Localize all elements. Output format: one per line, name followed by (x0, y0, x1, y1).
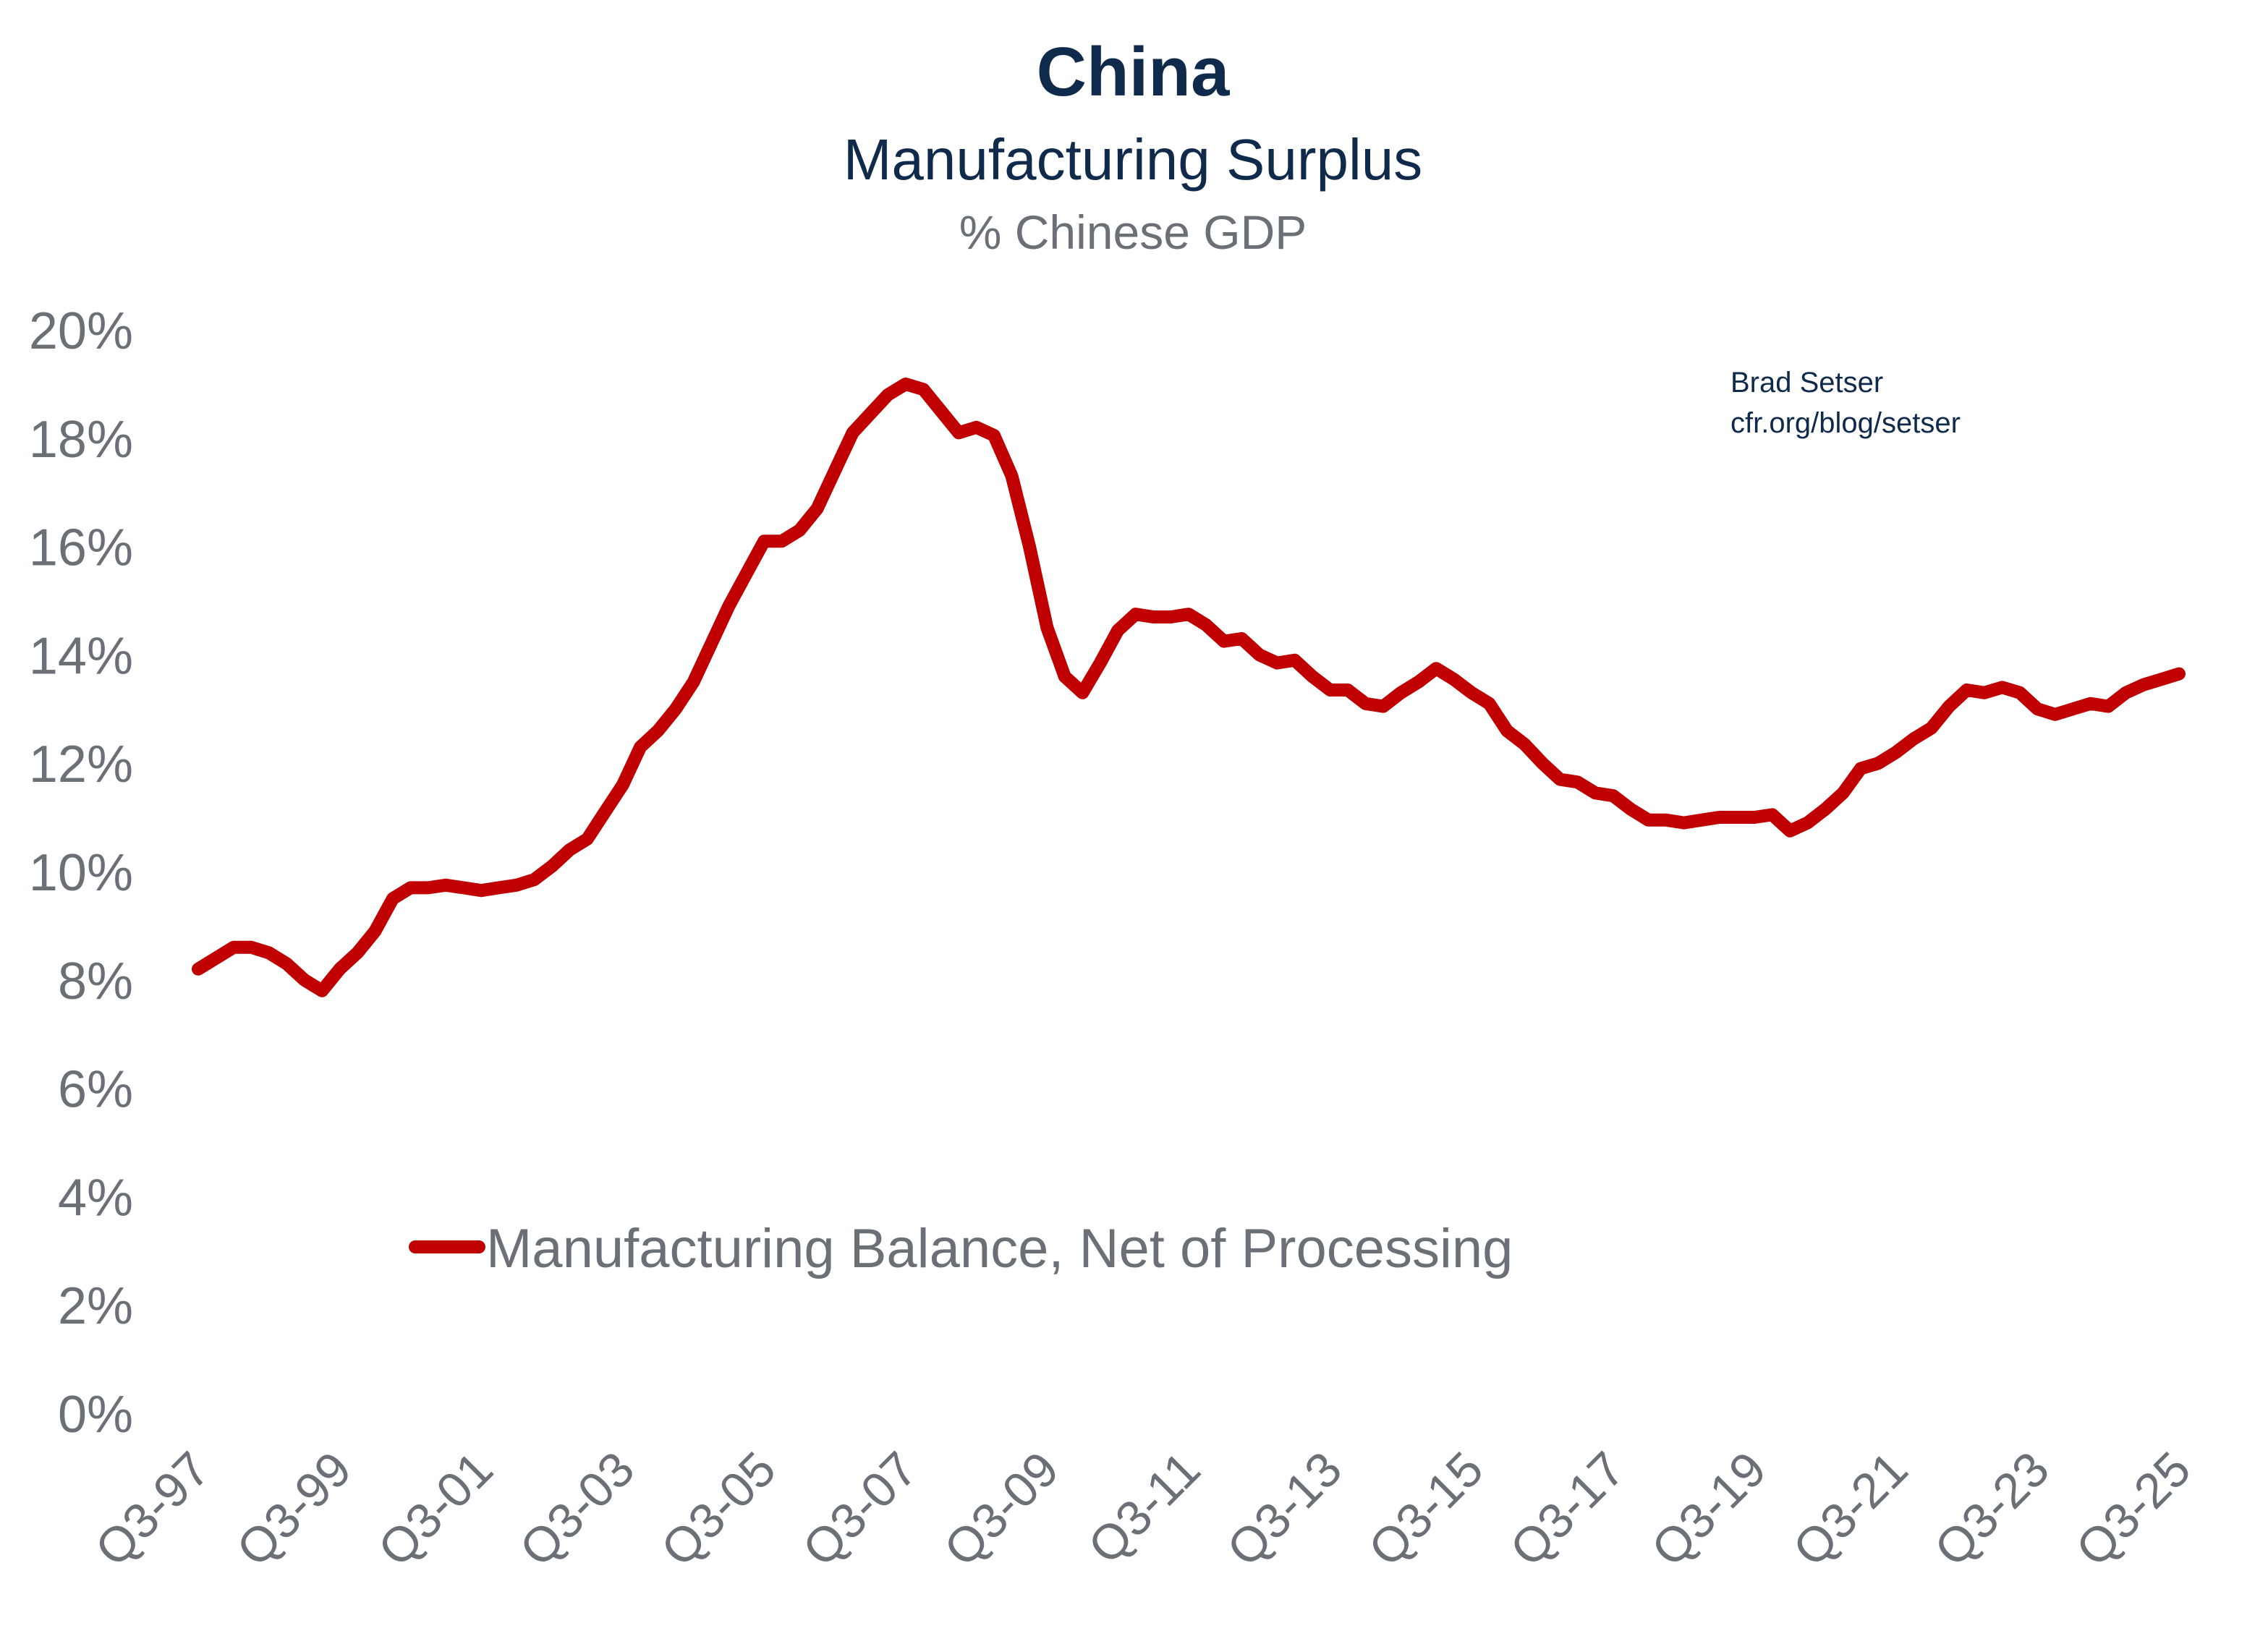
source-annotation: cfr.org/blog/setser (1730, 407, 1961, 439)
chart-subtitle: Manufacturing Surplus (844, 127, 1422, 192)
x-tick-label: Q3-15 (1358, 1441, 1493, 1577)
x-tick-label: Q3-13 (1217, 1441, 1352, 1577)
author-annotation: Brad Setser (1730, 367, 1883, 399)
x-tick-label: Q3-03 (509, 1441, 645, 1577)
y-tick-label: 18% (29, 411, 133, 469)
y-tick-label: 6% (58, 1061, 133, 1119)
legend-label: Manufacturing Balance, Net of Processing (486, 1218, 1513, 1279)
legend: Manufacturing Balance, Net of Processing (409, 1218, 1513, 1279)
y-unit-label: % Chinese GDP (959, 205, 1307, 259)
y-tick-label: 0% (58, 1386, 133, 1444)
y-tick-label: 2% (58, 1277, 133, 1335)
x-tick-label: Q3-07 (792, 1441, 927, 1577)
y-tick-label: 14% (29, 627, 133, 685)
y-tick-label: 8% (58, 953, 133, 1010)
x-tick-label: Q3-21 (1783, 1441, 1918, 1577)
chart-title: China (1037, 33, 1230, 111)
x-tick-label: Q3-17 (1500, 1441, 1635, 1577)
x-tick-label: Q3-11 (1078, 1441, 1211, 1575)
x-tick-label: Q3-97 (85, 1441, 220, 1577)
y-tick-label: 16% (29, 519, 133, 577)
y-tick-label: 4% (58, 1169, 133, 1227)
x-tick-label: Q3-19 (1641, 1441, 1777, 1577)
x-tick-label: Q3-99 (226, 1441, 362, 1577)
y-tick-label: 10% (29, 844, 133, 902)
x-axis-ticks: Q3-97 Q3-99 Q3-01 Q3-03 Q3-05 Q3-07 Q3-09 Q3-11… (85, 1441, 2201, 1577)
y-axis-ticks: 0% 2% 4% 6% 8% 10% 12% 14% 16% 18% 20% (29, 302, 133, 1444)
x-tick-label: Q3-23 (1924, 1441, 2060, 1577)
series-line-manufacturing-balance (192, 378, 2186, 997)
x-tick-label: Q3-01 (368, 1441, 503, 1577)
y-tick-label: 20% (29, 302, 133, 360)
y-tick-label: 12% (29, 736, 133, 793)
x-tick-label: Q3-25 (2065, 1441, 2201, 1577)
x-tick-label: Q3-09 (934, 1441, 1069, 1577)
x-tick-label: Q3-05 (651, 1441, 786, 1577)
